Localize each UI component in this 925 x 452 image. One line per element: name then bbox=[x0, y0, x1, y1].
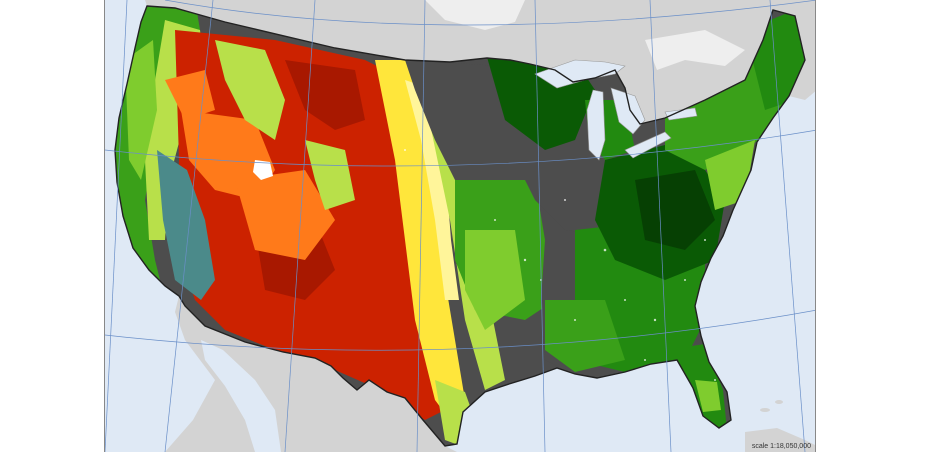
region-rockies-yellowgreen bbox=[215, 40, 285, 140]
canada-snow-patch bbox=[425, 0, 525, 30]
region-salt-flat bbox=[253, 160, 273, 180]
region-west-orange bbox=[235, 170, 335, 260]
canada-snow-patch bbox=[645, 30, 745, 70]
region-southeast-lightgreen bbox=[545, 300, 625, 372]
region-plains-yellow bbox=[375, 60, 485, 440]
graticule bbox=[105, 0, 815, 452]
region-florida-lightgreen bbox=[695, 380, 721, 412]
bahamas-island bbox=[775, 400, 783, 404]
lake-superior bbox=[534, 59, 626, 89]
map-canvas[interactable] bbox=[105, 0, 816, 452]
landcover-layer bbox=[115, 6, 805, 446]
region-plains-lightyellow bbox=[405, 80, 459, 300]
region-coast-light bbox=[125, 40, 157, 180]
mexico-landmass bbox=[165, 296, 457, 452]
lake-huron bbox=[610, 87, 646, 135]
scale-label: scale 1:18,050,000 bbox=[751, 443, 811, 450]
region-west-darkred bbox=[285, 60, 365, 130]
gulf-of-california bbox=[201, 340, 281, 452]
cuba-island bbox=[745, 428, 815, 452]
lake-erie bbox=[624, 131, 672, 159]
bahamas-island bbox=[760, 408, 770, 412]
region-cornbelt-lightgreen bbox=[465, 230, 525, 330]
map-frame[interactable]: scale 1:18,050,000 bbox=[104, 0, 816, 452]
region-west-orange bbox=[181, 110, 275, 200]
lake-michigan bbox=[586, 89, 606, 161]
great-lakes bbox=[534, 59, 698, 161]
region-west-orange bbox=[165, 70, 215, 120]
region-desert-slate bbox=[157, 150, 215, 300]
region-rockies-yellowgreen bbox=[305, 140, 355, 210]
region-appalachian-darkest bbox=[635, 170, 715, 250]
